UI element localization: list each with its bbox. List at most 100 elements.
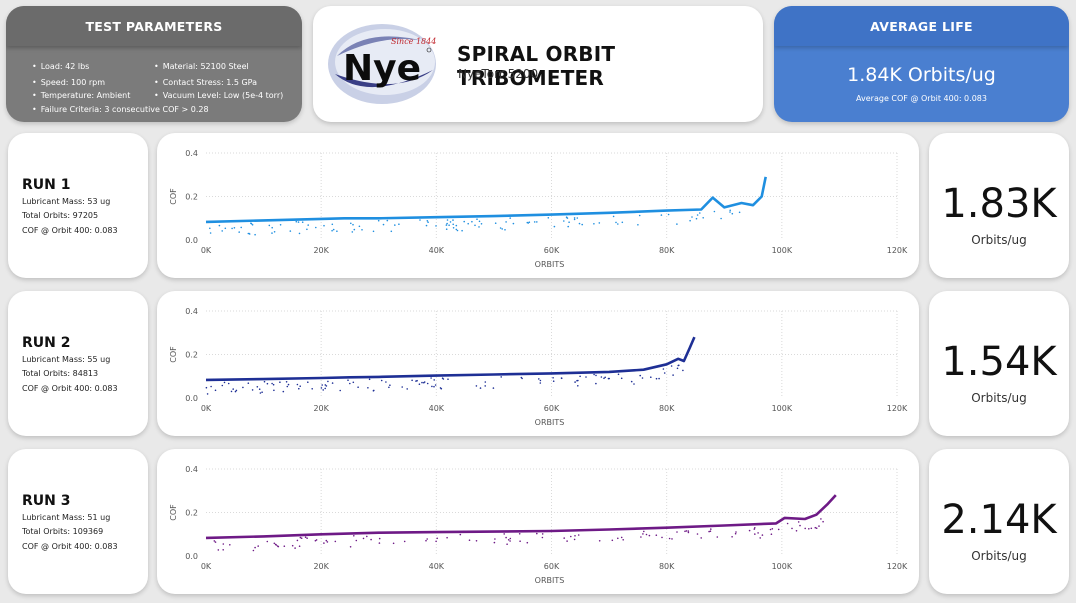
cof-scatter-point [501,228,504,230]
cof-scatter-point [541,536,544,539]
cof-series-line [205,494,837,540]
cof-scatter-point [814,526,817,529]
cof-scatter-point [671,538,673,540]
run-3-orbits: Total Orbits: 109369 [22,527,104,536]
run-1-mass: Lubricant Mass: 53 ug [22,197,111,206]
cof-scatter-point [804,527,806,530]
cof-scatter-point [539,382,542,384]
cof-scatter-point [507,539,510,541]
cof-scatter-point [332,228,335,231]
cof-scatter-point [615,221,617,224]
cof-scatter-point [509,537,512,540]
cof-scatter-point [518,533,521,535]
x-tick-label: 40K [429,404,445,413]
cof-scatter-point [603,377,605,380]
cof-scatter-point [378,542,381,544]
cof-scatter-point [645,533,648,536]
cof-scatter-point [268,224,271,227]
cof-scatter-point [708,530,710,533]
cof-scatter-point [209,227,211,230]
cof-scatter-point [576,379,578,382]
cof-scatter-point [296,383,299,386]
cof-scatter-point [753,528,756,530]
cof-scatter-point [392,542,395,545]
x-tick-label: 80K [659,246,675,255]
cof-scatter-point [231,227,233,230]
cof-scatter-point [494,222,497,224]
cof-scatter-point [676,531,678,533]
x-tick-label: 100K [772,404,793,413]
cof-scatter-point [759,537,761,539]
run-2-mass: Lubricant Mass: 55 ug [22,355,111,364]
cof-scatter-point [595,374,597,377]
cof-scatter-point [560,377,563,380]
cof-scatter-point [221,384,224,387]
cof-scatter-point [660,214,663,216]
logo-wordmark: Nye [343,48,421,89]
cof-scatter-point [372,390,375,392]
cof-scatter-point [324,384,327,386]
cof-scatter-point [229,544,231,546]
cof-scatter-point [277,545,280,548]
cof-scatter-point [474,224,476,227]
cof-scatter-point [377,219,380,222]
cof-scatter-point [581,223,583,226]
cof-scatter-point [282,390,285,393]
cof-scatter-point [598,222,601,224]
run-3-mass: Lubricant Mass: 51 ug [22,513,111,522]
cof-scatter-point [573,217,576,219]
cof-scatter-point [475,540,478,542]
x-tick-label: 120K [887,562,908,571]
cof-scatter-point [672,374,674,376]
cof-scatter-point [418,383,421,385]
cof-scatter-point [777,528,780,531]
cof-scatter-point [266,540,269,543]
run-1-title: RUN 1 [22,177,71,193]
cof-scatter-point [206,393,209,395]
cof-scatter-point [331,229,333,232]
cof-scatter-point [331,382,334,384]
cof-scatter-point [307,224,309,226]
cof-scatter-point [435,540,437,543]
y-tick-label: 0.2 [185,509,198,518]
x-tick-label: 60K [544,246,560,255]
cof-scatter-point [526,541,529,544]
cof-scatter-point [735,531,737,533]
run-2-chart-card: 0K 20K 40K 60K 80K 100K 120K 0.0 0.2 0.4 ORBITS COF [157,291,919,436]
page-subtitle: NyeTorr 5200 [458,67,539,81]
cof-scatter-point [306,228,308,231]
cof-scatter-point [358,225,361,228]
run-2-rate-unit: Orbits/ug [971,391,1027,405]
y-tick-label: 0.4 [185,465,198,474]
cof-scatter-point [446,219,449,221]
cof-scatter-point [604,376,606,379]
run-1-orbits: Total Orbits: 97205 [22,211,99,220]
page-title: SPIRAL ORBIT TRIBOMETER [457,42,616,90]
cof-scatter-point [536,221,538,223]
cof-scatter-point [271,226,273,229]
cof-scatter-point [468,539,471,541]
cof-scatter-point [301,221,304,223]
cof-scatter-point [493,541,496,544]
cof-scatter-point [315,226,317,229]
cof-scatter-point [769,528,772,531]
cof-series-line [205,336,696,382]
cof-scatter-point [547,217,550,219]
cof-scatter-point [217,549,220,551]
cof-scatter-point [421,381,423,384]
cof-scatter-point [353,535,355,537]
cof-scatter-point [445,224,448,226]
cof-scatter-point [593,223,595,225]
cof-scatter-point [233,227,236,229]
cof-scatter-point [242,386,244,389]
cof-scatter-point [577,534,580,536]
cof-scatter-point [366,535,368,538]
cof-scatter-point [600,376,603,378]
cof-scatter-point [620,536,623,539]
cof-scatter-point [663,372,666,374]
cof-scatter-point [499,227,502,229]
cof-scatter-point [568,221,570,223]
cof-scatter-point [351,231,354,233]
cof-scatter-point [696,214,699,216]
run-1-rate-value: 1.83K [941,181,1057,227]
